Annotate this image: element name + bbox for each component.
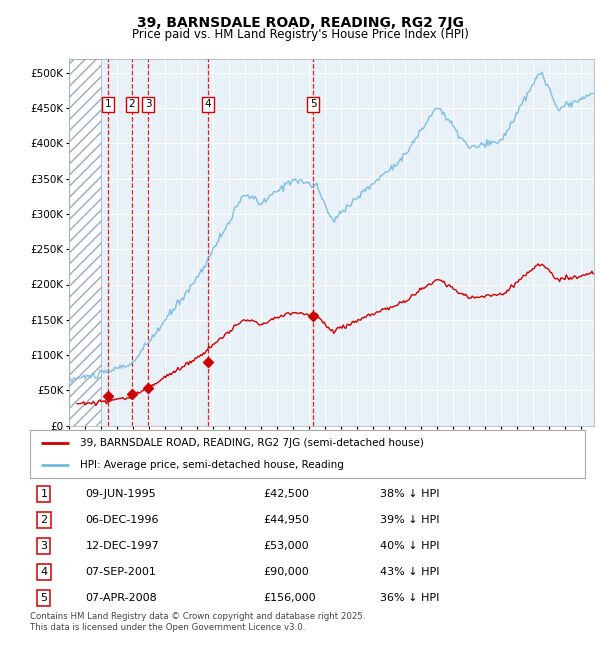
Text: 09-JUN-1995: 09-JUN-1995 (86, 489, 156, 499)
Text: 43% ↓ HPI: 43% ↓ HPI (380, 567, 439, 577)
Text: Price paid vs. HM Land Registry's House Price Index (HPI): Price paid vs. HM Land Registry's House … (131, 28, 469, 41)
Text: 3: 3 (40, 541, 47, 551)
Text: 12-DEC-1997: 12-DEC-1997 (86, 541, 159, 551)
Text: 1: 1 (105, 99, 112, 109)
Text: 38% ↓ HPI: 38% ↓ HPI (380, 489, 439, 499)
Text: 2: 2 (128, 99, 135, 109)
Text: £53,000: £53,000 (263, 541, 309, 551)
Text: £90,000: £90,000 (263, 567, 309, 577)
Text: 4: 4 (40, 567, 47, 577)
Text: 07-SEP-2001: 07-SEP-2001 (86, 567, 157, 577)
Text: 4: 4 (205, 99, 211, 109)
Bar (69, 58, 101, 426)
Text: Contains HM Land Registry data © Crown copyright and database right 2025.
This d: Contains HM Land Registry data © Crown c… (30, 612, 365, 632)
Text: 2: 2 (40, 515, 47, 525)
Text: 5: 5 (310, 99, 317, 109)
Text: £42,500: £42,500 (263, 489, 309, 499)
Text: 40% ↓ HPI: 40% ↓ HPI (380, 541, 439, 551)
Text: £44,950: £44,950 (263, 515, 309, 525)
Text: 39% ↓ HPI: 39% ↓ HPI (380, 515, 439, 525)
Text: HPI: Average price, semi-detached house, Reading: HPI: Average price, semi-detached house,… (80, 460, 344, 470)
Text: 39, BARNSDALE ROAD, READING, RG2 7JG (semi-detached house): 39, BARNSDALE ROAD, READING, RG2 7JG (se… (80, 438, 424, 448)
Text: 1: 1 (40, 489, 47, 499)
Text: 36% ↓ HPI: 36% ↓ HPI (380, 593, 439, 603)
Text: 5: 5 (40, 593, 47, 603)
Text: 39, BARNSDALE ROAD, READING, RG2 7JG: 39, BARNSDALE ROAD, READING, RG2 7JG (137, 16, 463, 31)
Text: 07-APR-2008: 07-APR-2008 (86, 593, 157, 603)
Text: 3: 3 (145, 99, 151, 109)
Text: £156,000: £156,000 (263, 593, 316, 603)
Text: 06-DEC-1996: 06-DEC-1996 (86, 515, 159, 525)
